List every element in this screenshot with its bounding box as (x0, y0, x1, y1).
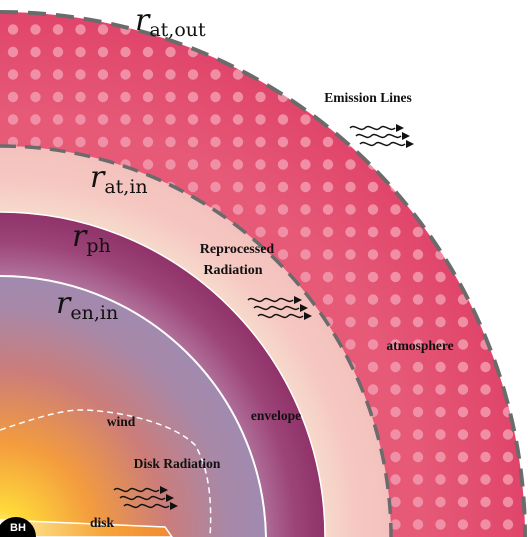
inner-core-region (0, 275, 266, 537)
wind-boundary (0, 409, 212, 537)
radius-label-ph: rph (72, 219, 111, 257)
reprocessed-radiation-label-line1: Reprocessed (200, 242, 275, 257)
radius-label-at-out: rat,out (135, 3, 206, 41)
photosphere-boundary (0, 211, 326, 537)
envelope-label: envelope (251, 408, 301, 423)
disk-label: disk (90, 515, 115, 530)
radius-label-en-in: ren,in (56, 286, 118, 324)
accretion-disk (0, 519, 173, 537)
disk-radiation-arrows-icon (113, 486, 178, 510)
black-hole-label: BH (10, 522, 26, 534)
inner-envelope-boundary (0, 275, 267, 537)
reprocessed-radiation-arrows-icon (247, 296, 312, 320)
disk-radiation-label: Disk Radiation (134, 456, 221, 471)
inner-atmosphere-boundary (0, 144, 393, 537)
emission-lines-arrows-icon (349, 124, 414, 148)
reprocessed-radiation-label-line2: Radiation (203, 263, 262, 278)
emission-lines-label: Emission Lines (324, 90, 411, 105)
black-hole (0, 517, 36, 537)
outer-atmosphere-boundary (0, 10, 527, 537)
atmosphere-label: atmosphere (386, 338, 453, 353)
wind-label: wind (107, 414, 136, 429)
radius-label-at-in: rat,in (90, 160, 148, 198)
